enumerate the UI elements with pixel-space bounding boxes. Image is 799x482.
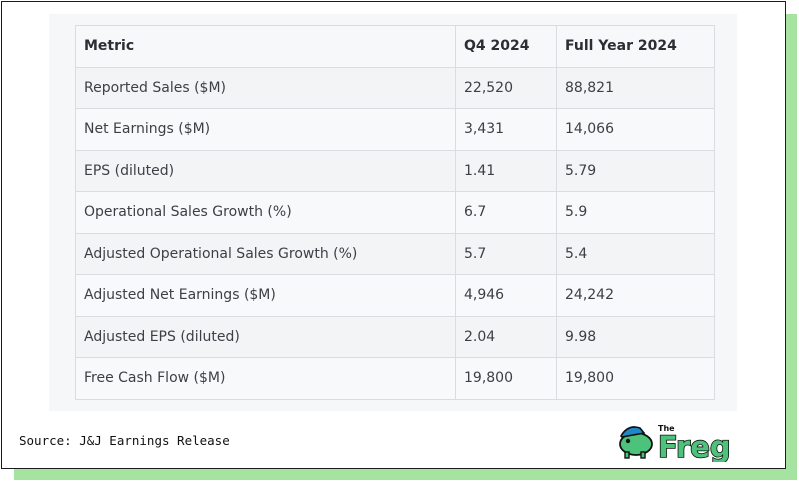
q4-value: 22,520 [455,66,557,109]
header-q4-2024: Q4 2024 [455,25,557,68]
full-year-value: 88,821 [556,66,715,109]
table-row: Free Cash Flow ($M) 19,800 19,800 [75,357,715,400]
full-year-value: 5.79 [556,149,715,192]
full-year-value: 14,066 [556,108,715,151]
logo-wordmark: Freg [658,430,731,462]
table-row: Net Earnings ($M) 3,431 14,066 [75,108,715,151]
metric-name: Adjusted EPS (diluted) [75,315,456,358]
full-year-value: 5.4 [556,232,715,275]
header-metric: Metric [75,25,456,68]
table-row: Reported Sales ($M) 22,520 88,821 [75,66,715,109]
table-row: EPS (diluted) 1.41 5.79 [75,149,715,192]
metric-name: Adjusted Operational Sales Growth (%) [75,232,456,275]
full-year-value: 9.98 [556,315,715,358]
frog-mascot-icon [619,426,653,459]
metric-name: Adjusted Net Earnings ($M) [75,274,456,317]
metric-name: Reported Sales ($M) [75,66,456,109]
header-full-year-2024: Full Year 2024 [556,25,715,68]
table-row: Adjusted Net Earnings ($M) 4,946 24,242 [75,274,715,317]
metric-name: Free Cash Flow ($M) [75,357,456,400]
q4-value: 4,946 [455,274,557,317]
full-year-value: 5.9 [556,191,715,234]
q4-value: 6.7 [455,191,557,234]
metrics-table: Metric Q4 2024 Full Year 2024 Reported S… [75,25,715,400]
metric-name: EPS (diluted) [75,149,456,192]
source-caption: Source: J&J Earnings Release [19,433,230,448]
q4-value: 1.41 [455,149,557,192]
full-year-value: 19,800 [556,357,715,400]
metric-name: Operational Sales Growth (%) [75,191,456,234]
q4-value: 3,431 [455,108,557,151]
table-row: Adjusted EPS (diluted) 2.04 9.98 [75,315,715,358]
metric-name: Net Earnings ($M) [75,108,456,151]
q4-value: 19,800 [455,357,557,400]
freg-logo: The Freg [614,420,764,465]
q4-value: 2.04 [455,315,557,358]
table-row: Operational Sales Growth (%) 6.7 5.9 [75,191,715,234]
table-row: Adjusted Operational Sales Growth (%) 5.… [75,232,715,275]
q4-value: 5.7 [455,232,557,275]
table-header-row: Metric Q4 2024 Full Year 2024 [75,25,715,68]
logo-small-text: The [658,424,675,433]
full-year-value: 24,242 [556,274,715,317]
